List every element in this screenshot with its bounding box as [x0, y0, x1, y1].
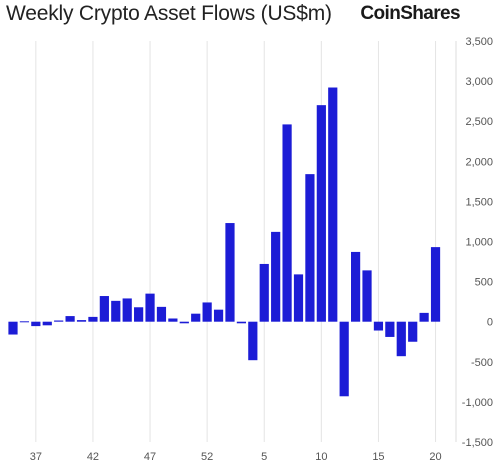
- x-tick-label: 15: [372, 451, 384, 463]
- bar: [385, 321, 395, 337]
- x-tick-label: 47: [144, 451, 156, 463]
- bar: [282, 124, 292, 322]
- bar: [248, 321, 258, 361]
- x-tick-label: 42: [87, 451, 99, 463]
- chart-title: Weekly Crypto Asset Flows (US$m): [6, 2, 332, 25]
- x-tick-label: 37: [30, 451, 42, 463]
- bar: [362, 270, 372, 322]
- bar: [202, 302, 212, 322]
- bar: [430, 247, 441, 322]
- bar: [42, 321, 52, 326]
- bar: [419, 312, 429, 322]
- bar: [271, 231, 281, 322]
- bar: [19, 321, 30, 323]
- y-tick-label: -500: [471, 357, 493, 369]
- bar: [236, 321, 246, 324]
- bar: [134, 307, 144, 322]
- bar: [213, 309, 224, 322]
- bar: [259, 263, 269, 322]
- bar: [225, 223, 235, 322]
- bar: [179, 321, 189, 324]
- bar: [111, 300, 121, 322]
- y-tick-label: -1,500: [462, 437, 493, 449]
- bar: [88, 316, 98, 322]
- bar-series: [8, 87, 441, 397]
- bar: [339, 321, 349, 397]
- x-tick-label: 5: [261, 451, 267, 463]
- x-tick-label: 20: [429, 451, 441, 463]
- x-tick-label: 52: [201, 451, 213, 463]
- bar: [145, 293, 155, 322]
- bar: [305, 174, 315, 322]
- bar: [408, 321, 418, 342]
- y-tick-label: 3,500: [465, 36, 493, 48]
- bar: [328, 87, 338, 322]
- bar: [122, 298, 132, 322]
- y-tick-label: 0: [487, 317, 493, 329]
- bar: [31, 321, 41, 327]
- y-tick-label: 500: [475, 277, 493, 289]
- bar: [156, 306, 167, 322]
- y-tick-label: 2,500: [465, 116, 493, 128]
- bar: [373, 321, 384, 331]
- bar: [54, 320, 64, 322]
- x-tick-label: 10: [315, 451, 327, 463]
- y-tick-label: 2,000: [465, 156, 493, 168]
- bar: [99, 296, 109, 322]
- bar: [293, 274, 304, 322]
- y-tick-label: 3,000: [465, 76, 493, 88]
- bar: [168, 318, 178, 322]
- y-tick-label: -1,000: [462, 397, 493, 409]
- bar: [8, 321, 18, 335]
- grid-lines: [35, 41, 457, 442]
- coinshares-logo: CoinShares: [360, 3, 460, 24]
- bar: [65, 316, 75, 322]
- x-axis-ticks: 37 42 47 52 5 10 15 20: [30, 451, 442, 463]
- bar: [191, 313, 201, 322]
- y-axis-ticks: -1,500 -1,000 -500 0 500 1,000 1,500 2,000 2,500…: [462, 36, 493, 449]
- bar: [351, 251, 361, 322]
- y-tick-label: 1,500: [465, 196, 493, 208]
- y-tick-label: 1,000: [465, 237, 493, 249]
- bar: [396, 321, 406, 357]
- bar: [76, 320, 87, 322]
- bar: [316, 105, 326, 322]
